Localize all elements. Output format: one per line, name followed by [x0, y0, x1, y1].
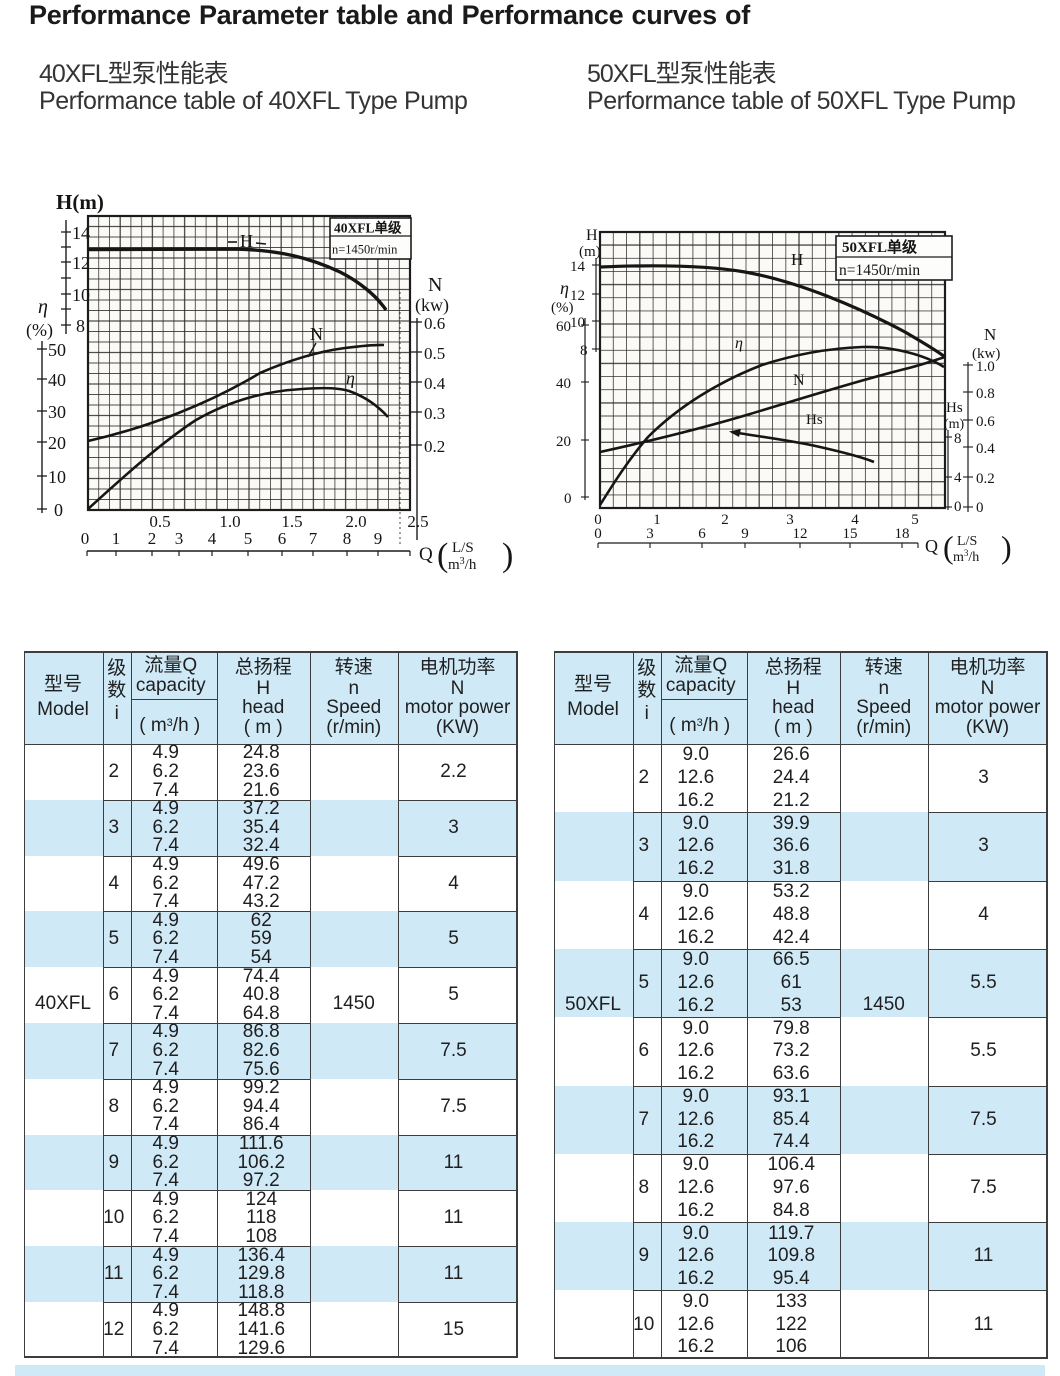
svg-text:0.8: 0.8	[976, 386, 995, 402]
svg-text:Q: Q	[925, 536, 938, 556]
svg-text:N: N	[793, 372, 805, 389]
svg-text:3: 3	[646, 526, 654, 542]
svg-text:0: 0	[594, 526, 602, 542]
svg-text:10: 10	[570, 315, 585, 331]
svg-text:10: 10	[48, 467, 66, 487]
svg-text:8: 8	[580, 343, 588, 359]
svg-text:0.5: 0.5	[149, 512, 170, 531]
svg-text:4: 4	[851, 512, 859, 528]
svg-text:L/S: L/S	[957, 534, 977, 549]
svg-text:50XFL单级: 50XFL单级	[842, 238, 918, 256]
svg-text:30: 30	[48, 402, 66, 422]
svg-text:5: 5	[911, 512, 919, 528]
svg-text:Hs: Hs	[806, 412, 823, 428]
svg-text:(%): (%)	[26, 320, 53, 341]
svg-text:4: 4	[208, 529, 217, 548]
svg-text:18: 18	[895, 526, 910, 542]
svg-text:N: N	[984, 325, 996, 344]
svg-text:n=1450r/min: n=1450r/min	[332, 243, 398, 257]
svg-text:0: 0	[976, 500, 984, 516]
svg-text:3: 3	[175, 529, 184, 548]
svg-text:n=1450r/min: n=1450r/min	[839, 262, 920, 279]
svg-text:14: 14	[72, 223, 90, 243]
svg-text:N: N	[310, 324, 323, 344]
svg-text:0.2: 0.2	[424, 437, 445, 456]
svg-text:Hs: Hs	[946, 400, 963, 416]
svg-text:8: 8	[76, 316, 85, 336]
svg-text:1.5: 1.5	[281, 512, 302, 531]
svg-text:0: 0	[564, 491, 572, 507]
svg-text:40: 40	[48, 370, 66, 390]
svg-text:8: 8	[954, 431, 962, 447]
svg-text:2.0: 2.0	[345, 512, 366, 531]
svg-text:9: 9	[741, 526, 749, 542]
svg-text:12: 12	[793, 526, 808, 542]
svg-text:8: 8	[343, 529, 352, 548]
svg-text:50: 50	[48, 340, 66, 360]
svg-text:(m): (m)	[944, 417, 965, 432]
svg-text:H: H	[240, 231, 253, 251]
svg-text:η: η	[346, 368, 355, 388]
svg-text:0.4: 0.4	[976, 441, 995, 457]
svg-text:η: η	[38, 296, 48, 318]
svg-text:20: 20	[48, 433, 66, 453]
svg-text:20: 20	[556, 434, 571, 450]
svg-text:4: 4	[954, 470, 962, 486]
svg-text:(kw): (kw)	[415, 295, 449, 316]
svg-text:(kw): (kw)	[972, 346, 1000, 362]
svg-text:10: 10	[72, 285, 90, 305]
svg-text:H(m): H(m)	[56, 190, 104, 214]
svg-text:(: (	[943, 529, 954, 565]
svg-text:12: 12	[72, 253, 90, 273]
svg-text:m3/h: m3/h	[448, 556, 477, 573]
svg-text:1: 1	[653, 512, 661, 528]
svg-text:0: 0	[54, 500, 63, 520]
svg-text:0.3: 0.3	[424, 404, 445, 423]
svg-text:0: 0	[954, 499, 962, 515]
svg-text:m3/h: m3/h	[953, 548, 979, 565]
svg-text:L/S: L/S	[452, 540, 474, 556]
svg-text:η: η	[735, 335, 743, 352]
svg-text:1: 1	[112, 529, 121, 548]
svg-text:9: 9	[374, 529, 383, 548]
svg-text:0.5: 0.5	[424, 344, 445, 363]
svg-text:2: 2	[148, 529, 157, 548]
svg-text:0: 0	[594, 512, 602, 528]
svg-text:0.6: 0.6	[976, 414, 995, 430]
svg-text:2: 2	[721, 512, 729, 528]
svg-text:12: 12	[570, 288, 585, 304]
svg-text:1.0: 1.0	[976, 359, 995, 375]
svg-text:6: 6	[278, 529, 287, 548]
svg-text:H: H	[791, 250, 803, 269]
svg-text:3: 3	[786, 512, 794, 528]
svg-text:14: 14	[570, 259, 586, 275]
svg-text:(%): (%)	[551, 300, 574, 316]
svg-text:): )	[1001, 529, 1012, 565]
svg-text:40: 40	[556, 376, 571, 392]
svg-text:η: η	[560, 278, 569, 298]
svg-text:40XFL单级: 40XFL单级	[334, 220, 402, 236]
svg-text:0.4: 0.4	[424, 374, 446, 393]
svg-text:7: 7	[309, 529, 318, 548]
svg-text:Q: Q	[419, 544, 433, 565]
svg-text:(: (	[437, 537, 448, 574]
svg-text:1.0: 1.0	[219, 512, 240, 531]
svg-text:2.5: 2.5	[407, 512, 428, 531]
svg-text:0: 0	[81, 529, 90, 548]
svg-text:H: H	[586, 227, 598, 244]
svg-text:0.6: 0.6	[424, 314, 445, 333]
svg-text:60: 60	[556, 319, 571, 335]
svg-text:5: 5	[244, 529, 253, 548]
svg-text:15: 15	[843, 526, 858, 542]
svg-text:): )	[502, 537, 513, 574]
svg-text:0.2: 0.2	[976, 471, 995, 487]
svg-text:N: N	[428, 274, 442, 296]
svg-text:(m): (m)	[579, 244, 601, 260]
svg-text:6: 6	[698, 526, 706, 542]
